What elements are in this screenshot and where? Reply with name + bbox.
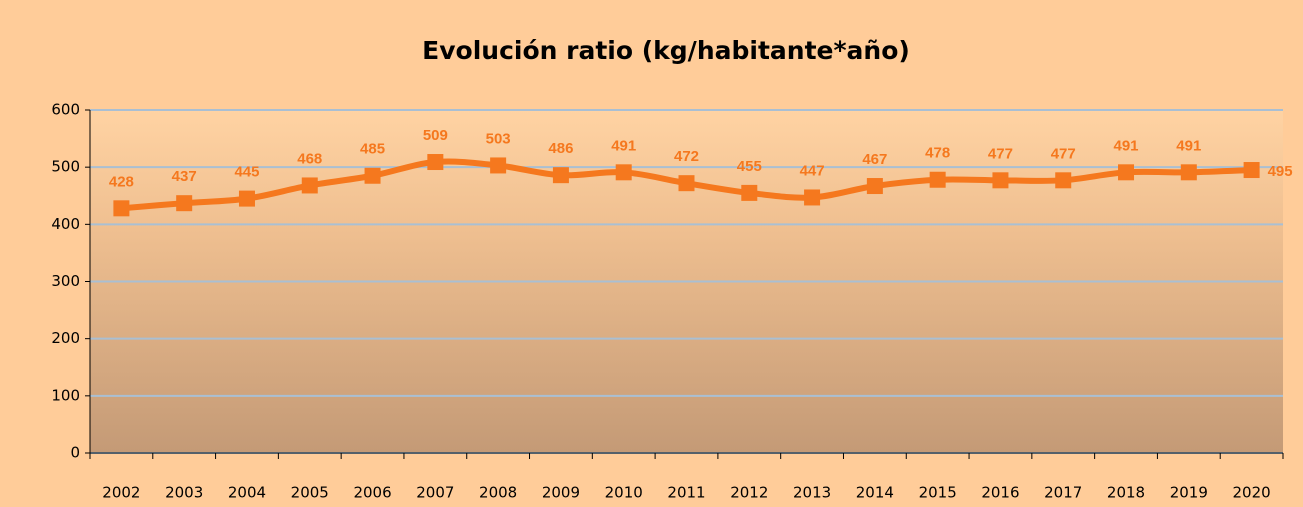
- y-tick-label: 600: [51, 101, 80, 119]
- data-label: 495: [1268, 163, 1293, 180]
- y-tick-label: 0: [70, 444, 80, 462]
- marker: [866, 178, 883, 195]
- marker: [1180, 164, 1197, 181]
- marker: [615, 164, 632, 181]
- data-label: 472: [674, 148, 699, 165]
- marker: [176, 195, 193, 212]
- marker: [741, 184, 758, 201]
- chart-title: Evolución ratio (kg/habitante*año): [422, 36, 910, 65]
- data-label: 467: [862, 151, 887, 168]
- marker: [1055, 172, 1072, 189]
- y-tick-label: 100: [51, 386, 80, 404]
- x-tick-label: 2010: [605, 484, 643, 502]
- data-label: 491: [1114, 137, 1139, 154]
- x-tick-label: 2004: [228, 484, 266, 502]
- marker: [364, 167, 381, 184]
- y-tick-label: 500: [51, 158, 80, 176]
- marker: [238, 190, 255, 207]
- marker: [678, 175, 695, 192]
- marker: [804, 189, 821, 206]
- y-tick-label: 300: [51, 272, 80, 290]
- marker: [427, 154, 444, 171]
- x-tick-label: 2020: [1233, 484, 1271, 502]
- x-tick-label: 2008: [479, 484, 517, 502]
- x-tick-label: 2018: [1107, 484, 1145, 502]
- x-tick-label: 2009: [542, 484, 580, 502]
- data-label: 477: [1051, 145, 1076, 162]
- x-tick-label: 2015: [919, 484, 957, 502]
- y-tick-label: 400: [51, 215, 80, 233]
- data-label: 468: [297, 150, 322, 167]
- x-tick-label: 2011: [667, 484, 705, 502]
- data-label: 485: [360, 141, 385, 158]
- data-label: 509: [423, 127, 448, 144]
- data-label: 503: [486, 130, 511, 147]
- marker: [113, 200, 130, 217]
- data-label: 428: [109, 173, 134, 190]
- x-tick-label: 2013: [793, 484, 831, 502]
- marker: [929, 171, 946, 188]
- data-label: 491: [1176, 137, 1201, 154]
- data-label: 437: [172, 168, 197, 185]
- x-tick-label: 2014: [856, 484, 894, 502]
- x-tick-label: 2006: [353, 484, 391, 502]
- marker: [992, 172, 1009, 189]
- data-label: 491: [611, 137, 636, 154]
- data-label: 477: [988, 145, 1013, 162]
- x-tick-label: 2003: [165, 484, 203, 502]
- marker: [1243, 162, 1260, 179]
- x-tick-label: 2017: [1044, 484, 1082, 502]
- data-label: 486: [548, 140, 573, 157]
- x-tick-label: 2019: [1170, 484, 1208, 502]
- data-label: 447: [800, 162, 825, 179]
- x-tick-label: 2002: [102, 484, 140, 502]
- data-label: 455: [737, 158, 762, 175]
- data-label: 445: [234, 164, 259, 181]
- x-tick-label: 2012: [730, 484, 768, 502]
- y-tick-label: 200: [51, 329, 80, 347]
- marker: [301, 177, 318, 194]
- marker: [490, 157, 507, 174]
- marker: [1118, 164, 1135, 181]
- data-label: 478: [925, 145, 950, 162]
- x-tick-label: 2007: [416, 484, 454, 502]
- x-tick-label: 2005: [291, 484, 329, 502]
- x-tick-label: 2016: [981, 484, 1019, 502]
- marker: [552, 167, 569, 184]
